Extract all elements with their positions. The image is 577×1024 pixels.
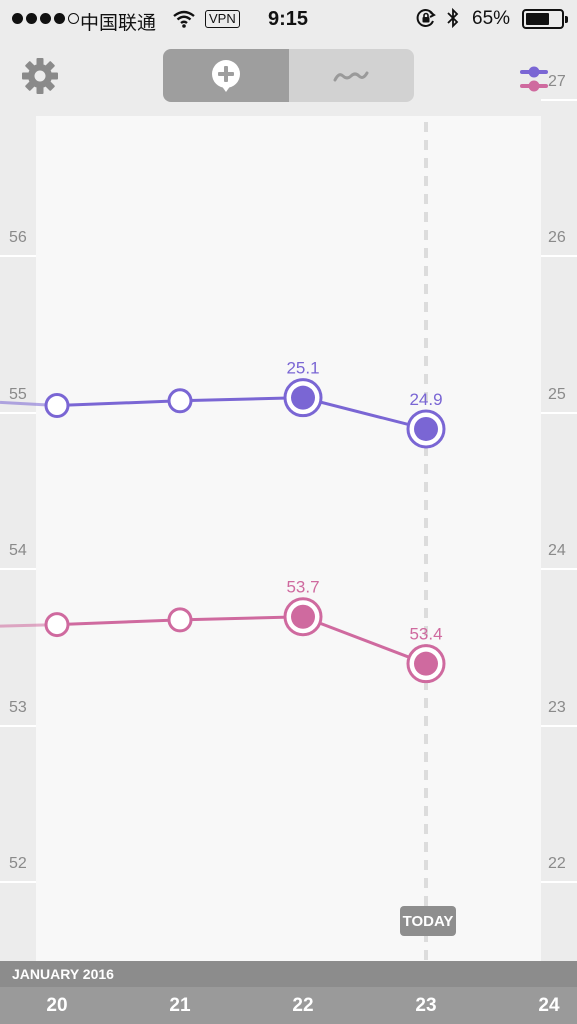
series-0-data-label: 25.1 (286, 359, 319, 378)
right-axis-tick-label: 26 (548, 229, 566, 247)
series-1-point[interactable] (44, 612, 70, 638)
left-axis-gridline (0, 411, 36, 414)
status-bar: 中国联通 VPN 9:15 65% (0, 0, 577, 40)
series-1-point[interactable] (414, 651, 438, 676)
battery-icon (522, 9, 568, 29)
right-axis-tick-label: 27 (548, 72, 566, 90)
day-label[interactable]: 24 (538, 995, 560, 1016)
bluetooth-icon (446, 6, 460, 36)
wave-chart-icon (333, 71, 369, 81)
series-1-point[interactable] (291, 604, 315, 629)
day-label[interactable]: 23 (415, 995, 437, 1016)
right-axis-gridline (541, 724, 577, 727)
plot-background (36, 116, 541, 961)
right-axis: 26 25 24 23 22 27 (541, 73, 577, 961)
right-axis-gridline (541, 255, 577, 258)
series-1-line (56, 615, 427, 666)
left-axis: 56 55 54 53 52 (0, 116, 36, 961)
right-axis-tick-label: 23 (548, 698, 566, 716)
left-axis-gridline (0, 255, 36, 258)
rotation-lock-icon (415, 7, 437, 35)
today-badge: TODAY (400, 906, 456, 936)
signal-strength-icon (12, 13, 79, 24)
series-0-point[interactable] (414, 416, 438, 441)
toolbar (0, 40, 577, 116)
series-0-point[interactable] (44, 392, 70, 418)
right-axis-tick-label: 24 (548, 542, 566, 560)
vpn-badge: VPN (205, 10, 240, 28)
series-1-data-label: 53.4 (409, 625, 442, 644)
carrier-name: 中国联通 (80, 13, 157, 34)
left-axis-tick-label: 55 (9, 385, 27, 403)
left-axis-tick-label: 53 (9, 698, 27, 716)
chart-plot: 25.1 24.9 53.7 53.4 (0, 122, 446, 961)
series-1-point[interactable] (167, 607, 193, 633)
series-0-point[interactable] (291, 385, 315, 410)
left-axis-gridline (0, 568, 36, 571)
view-switcher (163, 49, 414, 102)
gear-icon[interactable] (20, 56, 60, 96)
series-0-line (56, 396, 427, 431)
add-entry-icon (211, 59, 240, 92)
battery-percent: 65% (472, 8, 511, 29)
series-1-data-label: 53.7 (286, 578, 319, 597)
wifi-icon (172, 9, 196, 35)
clock: 9:15 (268, 8, 309, 30)
right-axis-gridline (541, 411, 577, 414)
right-axis-gridline (541, 568, 577, 571)
weight-chart[interactable]: 56 55 54 53 52 26 25 24 23 22 27 25.1 24.9 53.7 53.4… (0, 73, 577, 961)
month-label: JANUARY 2016 (0, 961, 577, 987)
left-axis-tick-label: 54 (9, 542, 27, 560)
day-label[interactable]: 20 (46, 995, 68, 1016)
right-axis-gridline (541, 881, 577, 884)
left-axis-tick-label: 56 (9, 229, 27, 247)
series-0-data-label: 24.9 (409, 390, 442, 409)
tab-chart[interactable] (288, 49, 414, 102)
right-axis-gridline (541, 98, 577, 101)
series-0-point[interactable] (167, 388, 193, 414)
tab-add-entry[interactable] (163, 49, 289, 102)
right-axis-tick-label: 25 (548, 385, 566, 403)
left-axis-gridline (0, 724, 36, 727)
day-axis[interactable]: 20 21 22 23 24 (0, 987, 577, 1024)
day-label[interactable]: 22 (292, 995, 314, 1016)
right-axis-tick-label: 22 (548, 855, 566, 873)
sliders-icon[interactable] (516, 56, 552, 96)
day-label[interactable]: 21 (169, 995, 191, 1016)
left-axis-gridline (0, 881, 36, 884)
battery-level (526, 13, 550, 25)
left-axis-tick-label: 52 (9, 855, 27, 873)
